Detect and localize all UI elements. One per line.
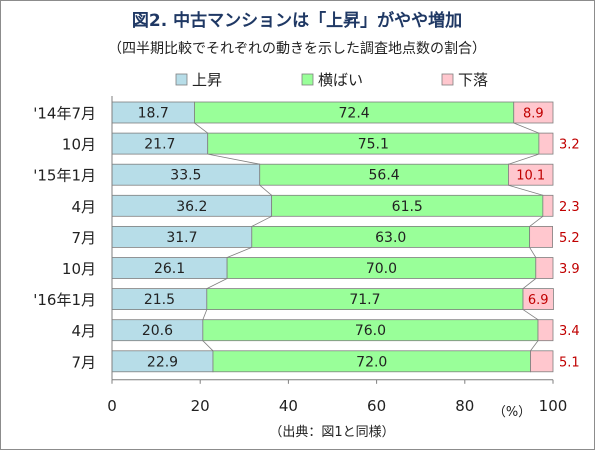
connector-line-6-2	[522, 278, 537, 289]
value-label-8-3: 3.4	[559, 324, 580, 339]
value-label-7-1: 21.5	[144, 292, 175, 308]
value-label-5-1: 31.7	[166, 230, 197, 246]
connector-line-2-1	[207, 153, 260, 165]
bar-segment-8-3	[537, 319, 554, 342]
value-label-3-2: 56.4	[369, 168, 400, 184]
connector-line-3-1	[259, 184, 272, 196]
value-label-8-2: 76.0	[355, 323, 386, 339]
bar-segment-4-3	[542, 194, 554, 217]
bar-segment-6-3	[535, 257, 554, 279]
value-label-9-1: 22.9	[147, 354, 178, 370]
x-tick-label-4: 60	[367, 397, 386, 415]
connector-line-1-2	[513, 122, 540, 134]
category-axis: '14年7月 10月 '15年1月 4月 7月 10月 '16年1月 4月 7月	[33, 105, 96, 372]
connector-line-4-1	[251, 215, 272, 227]
category-label-7: '16年1月	[33, 291, 96, 309]
connector-line-5-1	[226, 247, 252, 258]
legend-label-2: 横ばい	[318, 71, 363, 89]
value-label-3-3: 10.1	[516, 169, 545, 184]
x-tick-label-6: 100	[539, 397, 568, 415]
bar-segment-9-3	[530, 350, 554, 373]
connector-line-7-2	[522, 309, 539, 321]
chart-subtitle: （四半期比較でそれぞれの動きを示した調査地点数の割合）	[108, 40, 486, 57]
bars: 18.7 72.4 8.9 21.7 75.1 3.2 33.5 56.4 10.1 36.2 61…	[111, 101, 580, 373]
value-label-6-2: 70.0	[366, 261, 397, 277]
connector-line-7-1	[202, 309, 208, 320]
value-label-5-2: 63.0	[375, 230, 406, 246]
x-tick-label-2: 20	[191, 397, 210, 415]
legend: 上昇 横ばい 下落	[175, 71, 488, 89]
connector-line-1-1	[194, 122, 208, 134]
legend-swatch-3	[441, 73, 454, 86]
value-label-6-1: 26.1	[154, 261, 185, 277]
bar-segment-1-3	[513, 101, 554, 124]
value-label-1-2: 72.4	[339, 106, 370, 122]
category-label-1: '14年7月	[33, 105, 96, 123]
legend-label-3: 下落	[458, 71, 488, 89]
legend-swatch-1	[175, 73, 188, 86]
value-label-3-1: 33.5	[170, 168, 201, 184]
category-label-3: '15年1月	[33, 167, 96, 185]
connector-line-6-1	[206, 278, 228, 289]
value-label-1-3: 8.9	[523, 107, 544, 122]
category-label-4: 4月	[71, 198, 96, 216]
series-connector-lines	[194, 122, 544, 352]
x-axis: 0 20 40 60 80 100	[107, 96, 567, 415]
value-label-6-3: 3.9	[559, 262, 580, 277]
value-label-9-2: 72.0	[356, 354, 387, 370]
chart-title: 図2. 中古マンションは「上昇」がやや増加	[132, 10, 462, 31]
value-label-4-2: 61.5	[392, 199, 423, 215]
category-label-6: 10月	[62, 260, 96, 278]
connector-line-2-2	[508, 153, 540, 165]
value-label-9-3: 5.1	[559, 355, 580, 370]
value-label-2-3: 3.2	[559, 138, 580, 153]
category-label-2: 10月	[62, 136, 96, 154]
connector-line-5-2	[529, 247, 537, 258]
bar-segment-2-3	[538, 132, 554, 155]
value-label-7-2: 71.7	[349, 292, 380, 308]
bar-segment-5-3	[529, 225, 553, 248]
legend-label-1: 上昇	[192, 71, 222, 89]
value-label-7-3: 6.9	[528, 293, 549, 308]
connector-line-4-2	[529, 215, 544, 227]
legend-swatch-2	[301, 73, 314, 86]
category-label-8: 4月	[71, 322, 96, 340]
x-tick-label-3: 40	[279, 397, 298, 415]
source-note: （出典：図1と同様）	[269, 425, 394, 440]
value-label-5-3: 5.2	[559, 231, 580, 246]
connector-line-3-2	[508, 184, 543, 196]
bar-segment-3-3	[508, 163, 554, 186]
value-label-8-1: 20.6	[142, 323, 173, 339]
value-label-2-1: 21.7	[144, 137, 175, 153]
value-label-4-1: 36.2	[176, 199, 207, 215]
x-tick-label-5: 80	[455, 397, 474, 415]
connector-line-8-2	[530, 340, 539, 352]
connector-line-8-1	[202, 340, 214, 352]
category-label-5: 7月	[71, 229, 96, 247]
value-label-4-3: 2.3	[559, 200, 580, 215]
value-label-2-2: 75.1	[358, 137, 389, 153]
x-tick-label-1: 0	[107, 397, 117, 415]
value-label-1-1: 18.7	[138, 106, 169, 122]
bar-segment-7-3	[522, 288, 554, 311]
x-axis-unit: （%）	[493, 405, 531, 420]
category-label-9: 7月	[71, 353, 96, 371]
